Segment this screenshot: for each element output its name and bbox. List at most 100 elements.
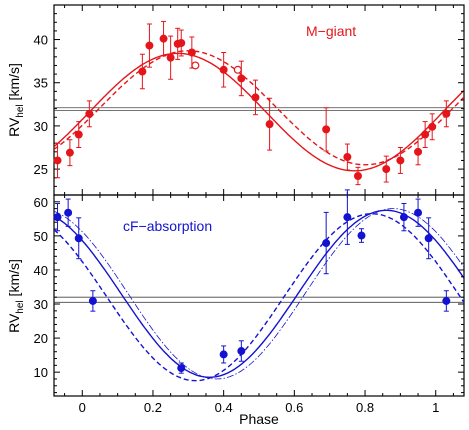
- data-marker: [88, 296, 97, 305]
- data-marker: [237, 347, 246, 356]
- data-point: [85, 100, 94, 128]
- data-marker: [421, 130, 430, 139]
- data-marker: [219, 350, 228, 359]
- y-tick-label: 50: [34, 229, 48, 244]
- y-tick-label: 40: [34, 33, 48, 48]
- data-point: [237, 60, 246, 97]
- data-point: [353, 166, 362, 186]
- data-marker: [414, 208, 423, 217]
- model-curve-dashed: [54, 50, 464, 166]
- model-curve-solid: [54, 209, 464, 379]
- data-point: [145, 23, 154, 68]
- y-tick-label: 30: [34, 119, 48, 134]
- data-marker: [357, 231, 366, 240]
- data-point: [187, 36, 196, 69]
- data-marker: [74, 130, 83, 139]
- data-point: [251, 79, 260, 116]
- data-marker: [322, 125, 331, 134]
- data-marker: [166, 53, 175, 62]
- data-marker: [399, 213, 408, 222]
- data-point: [343, 143, 352, 171]
- data-marker: [396, 156, 405, 165]
- data-point: [233, 65, 242, 74]
- x-tick-label: 1: [432, 400, 439, 415]
- data-point: [265, 97, 274, 151]
- data-point: [219, 52, 228, 88]
- data-marker: [64, 208, 73, 217]
- panel-label: M−giant: [306, 23, 356, 39]
- y-tick-label: 25: [34, 162, 48, 177]
- data-marker: [219, 65, 228, 74]
- data-point: [424, 217, 433, 260]
- data-marker: [442, 109, 451, 118]
- data-point: [138, 53, 147, 90]
- data-point: [428, 113, 437, 141]
- model-curve-dashed: [54, 212, 464, 382]
- data-marker: [85, 109, 94, 118]
- data-marker-open: [191, 61, 200, 70]
- data-marker: [187, 48, 196, 57]
- data-marker: [265, 120, 274, 129]
- data-point: [177, 362, 186, 374]
- x-axis-label: Phase: [239, 411, 279, 427]
- data-point: [237, 340, 246, 362]
- data-marker: [145, 41, 154, 50]
- data-marker: [53, 156, 62, 165]
- model-curve-thin-dashdot: [54, 208, 464, 380]
- data-marker: [353, 172, 362, 181]
- data-marker: [322, 239, 331, 248]
- data-point: [53, 142, 62, 179]
- data-point: [399, 203, 408, 232]
- data-point: [166, 35, 175, 80]
- data-marker-open: [233, 65, 242, 74]
- y-axis-label: RVhel [km/s]: [6, 63, 26, 137]
- y-tick-label: 35: [34, 76, 48, 91]
- data-marker: [159, 34, 168, 43]
- data-point: [64, 198, 73, 227]
- data-marker: [177, 364, 186, 373]
- data-marker: [343, 213, 352, 222]
- data-point: [53, 203, 62, 232]
- data-marker: [414, 147, 423, 156]
- x-tick-label: 0: [79, 400, 86, 415]
- data-marker: [424, 234, 433, 243]
- data-point: [322, 211, 331, 275]
- panel-label: cF−absorption: [123, 218, 212, 234]
- panel-m-giant: 25 30 35 40 M−giant RVhel [km/s]: [6, 4, 465, 196]
- data-point: [343, 189, 352, 245]
- data-point: [421, 121, 430, 148]
- panel-cf-absorption: 0 0.2 0.4 0.6 0.8 1 10 20 30 40 50 60 cF−absorption…: [6, 189, 465, 427]
- y-tick-label: 60: [34, 195, 48, 210]
- data-marker: [53, 213, 62, 222]
- data-marker: [237, 74, 246, 83]
- data-marker: [138, 67, 147, 76]
- y-tick-label: 40: [34, 263, 48, 278]
- data-point: [322, 107, 331, 152]
- y-axis-label: RVhel [km/s]: [6, 259, 26, 333]
- data-point: [414, 138, 423, 166]
- data-point: [88, 290, 97, 312]
- data-point: [396, 147, 405, 174]
- y-tick-label: 20: [34, 331, 48, 346]
- data-point: [159, 20, 168, 57]
- data-marker: [343, 153, 352, 162]
- y-tick-label: 30: [34, 297, 48, 312]
- data-point: [65, 139, 74, 167]
- data-point: [442, 290, 451, 312]
- plot-frame: [53, 4, 465, 196]
- y-tick-label: 10: [34, 365, 48, 380]
- data-point: [357, 228, 366, 243]
- x-tick-label: 0.4: [215, 400, 233, 415]
- data-marker: [65, 148, 74, 157]
- data-marker: [428, 122, 437, 131]
- data-marker: [382, 165, 391, 174]
- data-point: [191, 61, 200, 70]
- data-marker: [74, 234, 83, 243]
- data-point: [414, 198, 423, 227]
- data-point: [177, 29, 186, 57]
- data-marker: [442, 296, 451, 305]
- data-point: [74, 217, 83, 260]
- data-point: [74, 121, 83, 148]
- x-tick-label: 0.6: [285, 400, 303, 415]
